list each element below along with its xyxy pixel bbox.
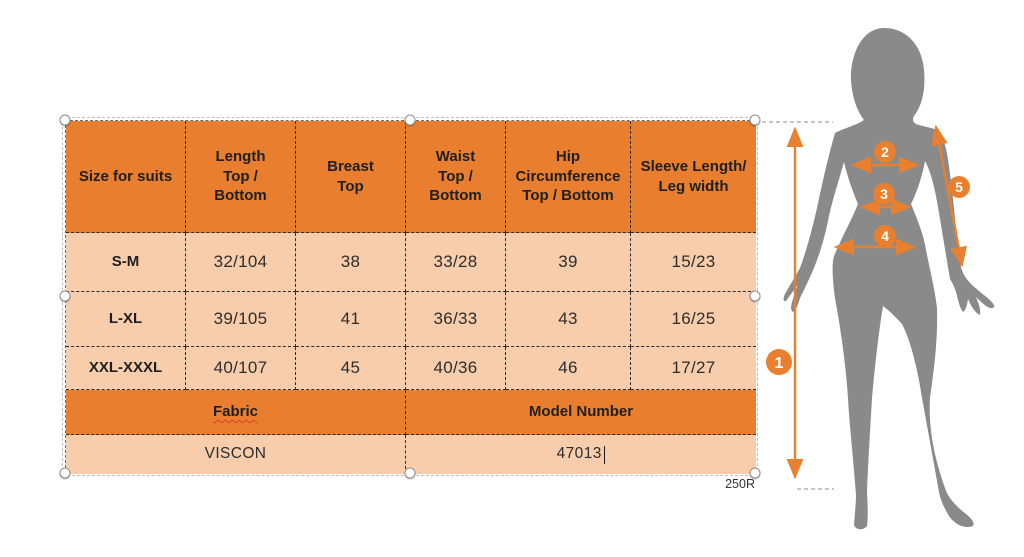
row-xxl-length[interactable]: 40/107: [186, 347, 296, 390]
row-xxl-breast[interactable]: 45: [296, 347, 406, 390]
text-cursor: [603, 445, 606, 464]
svg-text:1: 1: [775, 355, 784, 372]
row-lxl-breast[interactable]: 41: [296, 292, 406, 347]
row-sm-hip[interactable]: 39: [506, 233, 631, 292]
fabric-label-cell[interactable]: Fabric: [66, 390, 406, 435]
row-xxl-sleeve[interactable]: 17/27: [631, 347, 756, 390]
fabric-label: Fabric: [212, 403, 258, 421]
header-breast[interactable]: Breast Top: [296, 121, 406, 233]
arrow-5-sleeve: [931, 124, 967, 268]
row-lxl-sleeve[interactable]: 16/25: [631, 292, 756, 347]
row-sm-breast[interactable]: 38: [296, 233, 406, 292]
badge-3: 3: [873, 183, 895, 205]
model-number-value-cell[interactable]: 47013: [406, 435, 756, 474]
woman-silhouette-shape: [783, 28, 995, 530]
svg-text:3: 3: [880, 186, 888, 202]
header-waist[interactable]: Waist Top / Bottom: [406, 121, 506, 233]
header-size-for-suits[interactable]: Size for suits: [66, 121, 186, 233]
row-sm-waist[interactable]: 33/28: [406, 233, 506, 292]
svg-text:2: 2: [881, 144, 889, 160]
row-sm-size[interactable]: S-M: [66, 233, 186, 292]
header-hip[interactable]: Hip Circumference Top / Bottom: [506, 121, 631, 233]
svg-text:5: 5: [955, 179, 963, 195]
resize-handle-bottom-left[interactable]: [59, 467, 71, 479]
resize-handle-middle-right[interactable]: [749, 290, 761, 302]
measurement-figure: 1 2 3 4 5: [762, 28, 995, 530]
fabric-value: VISCON: [204, 445, 267, 463]
badge-4: 4: [874, 225, 896, 247]
note-250r: 250R: [725, 477, 755, 491]
badge-1: 1: [766, 349, 792, 375]
row-lxl-waist[interactable]: 36/33: [406, 292, 506, 347]
resize-handle-top-right[interactable]: [749, 114, 761, 126]
fabric-value-cell[interactable]: VISCON: [66, 435, 406, 474]
resize-handle-top-left[interactable]: [59, 114, 71, 126]
model-number-label-cell[interactable]: Model Number: [406, 390, 756, 435]
model-number-value: 47013: [556, 445, 602, 463]
row-xxl-hip[interactable]: 46: [506, 347, 631, 390]
resize-handle-bottom-middle[interactable]: [404, 467, 416, 479]
resize-handle-middle-left[interactable]: [59, 290, 71, 302]
badge-5: 5: [948, 176, 970, 198]
header-length[interactable]: Length Top / Bottom: [186, 121, 296, 233]
svg-text:4: 4: [881, 228, 889, 244]
resize-handle-bottom-right[interactable]: [749, 467, 761, 479]
row-xxl-size[interactable]: XXL-XXXL: [66, 347, 186, 390]
row-xxl-waist[interactable]: 40/36: [406, 347, 506, 390]
row-lxl-length[interactable]: 39/105: [186, 292, 296, 347]
model-number-label: Model Number: [528, 403, 634, 421]
resize-handle-top-middle[interactable]: [404, 114, 416, 126]
row-sm-length[interactable]: 32/104: [186, 233, 296, 292]
row-lxl-hip[interactable]: 43: [506, 292, 631, 347]
row-lxl-size[interactable]: L-XL: [66, 292, 186, 347]
row-sm-sleeve[interactable]: 15/23: [631, 233, 756, 292]
size-chart-table[interactable]: Size for suits Length Top / Bottom Breas…: [65, 120, 756, 474]
badge-2: 2: [874, 141, 896, 163]
header-sleeve[interactable]: Sleeve Length/ Leg width: [631, 121, 756, 233]
